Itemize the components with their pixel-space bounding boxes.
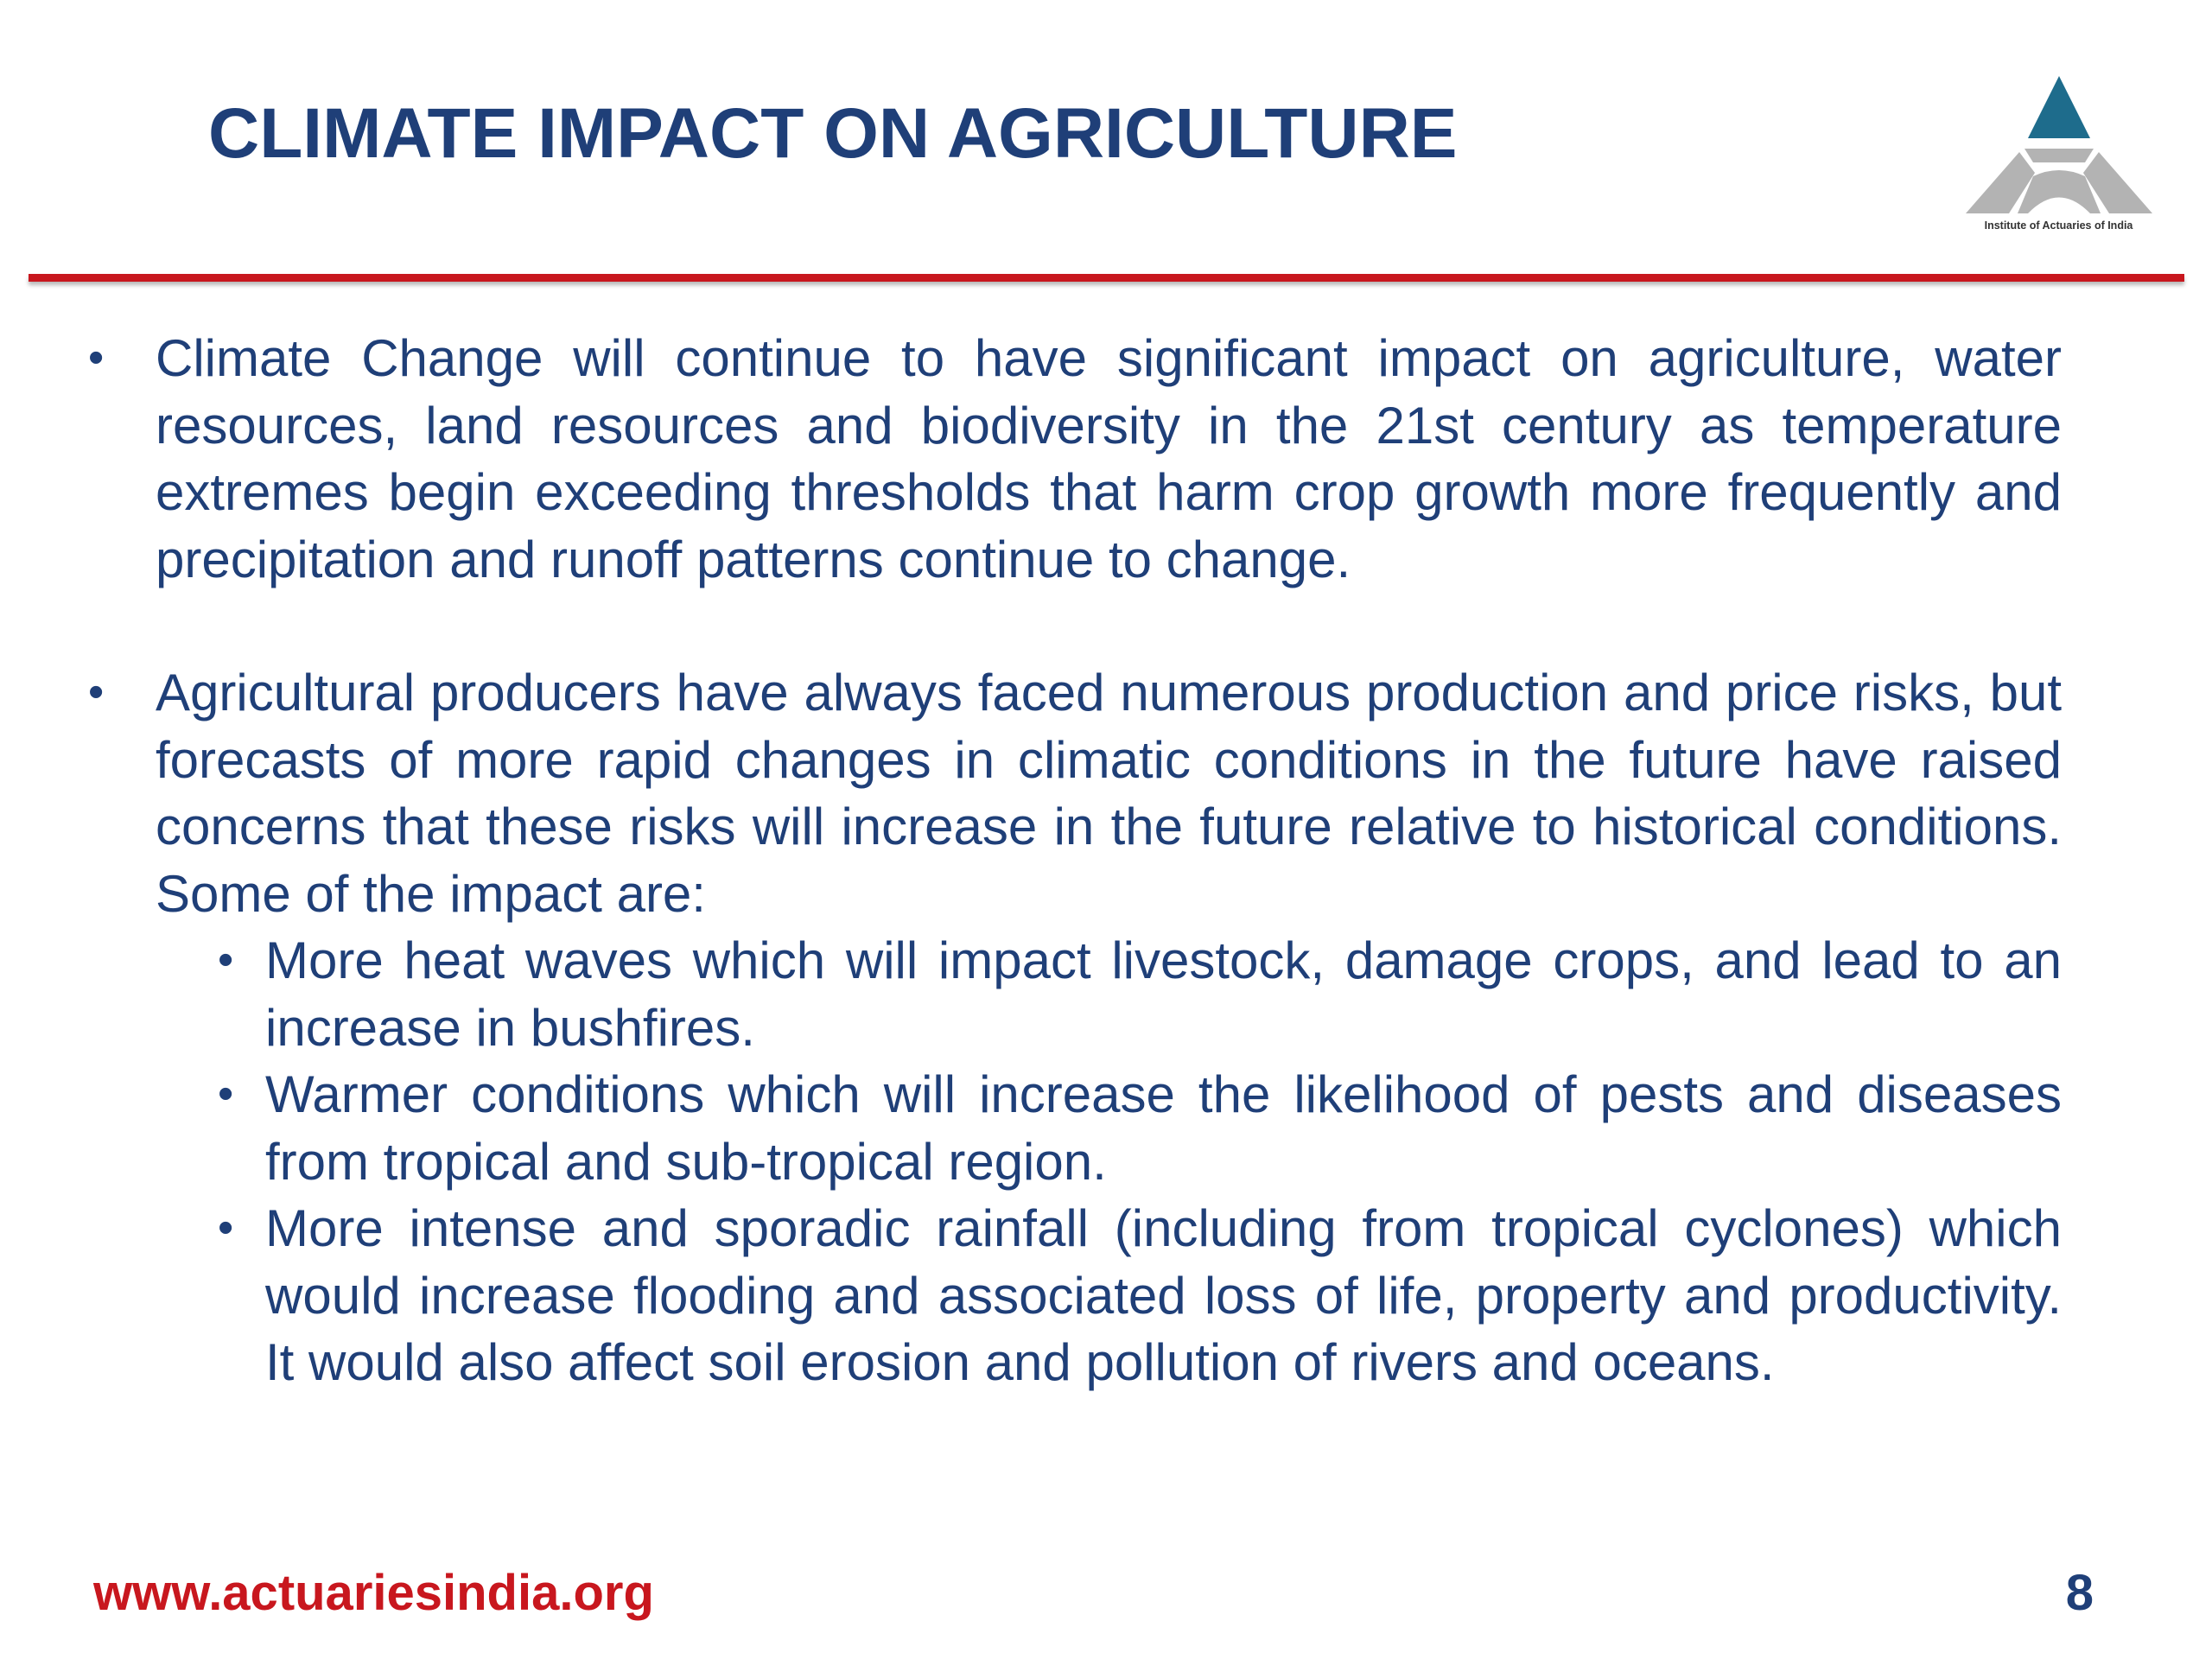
sub-bullet-item: • Warmer conditions which will increase … bbox=[218, 1061, 2062, 1195]
sub-bullet-dot: • bbox=[218, 1203, 234, 1253]
logo-left-segment bbox=[1966, 152, 2035, 213]
logo-center-segment bbox=[2018, 170, 2101, 213]
bullet-text: Agricultural producers have always faced… bbox=[156, 664, 2062, 923]
sub-bullet-dot: • bbox=[218, 935, 234, 985]
footer-website-link[interactable]: www.actuariesindia.org bbox=[93, 1565, 654, 1621]
bullet-item: • Agricultural producers have always fac… bbox=[88, 659, 2062, 1396]
bullet-dot: • bbox=[88, 333, 105, 383]
bullet-item: • Climate Change will continue to have s… bbox=[88, 325, 2062, 593]
sub-bullet-text: More heat waves which will impact livest… bbox=[265, 931, 2062, 1057]
logo-top-triangle bbox=[2028, 76, 2090, 138]
logo-right-segment bbox=[2083, 152, 2152, 213]
sub-bullet-dot: • bbox=[218, 1069, 234, 1119]
bullet-dot: • bbox=[88, 667, 105, 717]
sub-bullet-list: • More heat waves which will impact live… bbox=[156, 927, 2062, 1396]
sub-bullet-text: More intense and sporadic rainfall (incl… bbox=[265, 1199, 2062, 1391]
page-number: 8 bbox=[2065, 1565, 2094, 1621]
logo-inner-arc bbox=[2028, 197, 2090, 213]
title-divider bbox=[29, 274, 2184, 282]
logo-middle-bar bbox=[2024, 149, 2094, 162]
slide-content: • Climate Change will continue to have s… bbox=[88, 325, 2062, 1396]
logo-caption: Institute of Actuaries of India bbox=[1984, 219, 2133, 232]
slide-title: CLIMATE IMPACT ON AGRICULTURE bbox=[208, 94, 1458, 173]
sub-bullet-text: Warmer conditions which will increase th… bbox=[265, 1065, 2062, 1191]
sub-bullet-item: • More heat waves which will impact live… bbox=[218, 927, 2062, 1061]
sub-bullet-item: • More intense and sporadic rainfall (in… bbox=[218, 1195, 2062, 1396]
bullet-text: Climate Change will continue to have sig… bbox=[156, 329, 2062, 588]
institute-logo: Institute of Actuaries of India bbox=[1948, 71, 2169, 244]
institute-logo-icon bbox=[1966, 76, 2152, 213]
